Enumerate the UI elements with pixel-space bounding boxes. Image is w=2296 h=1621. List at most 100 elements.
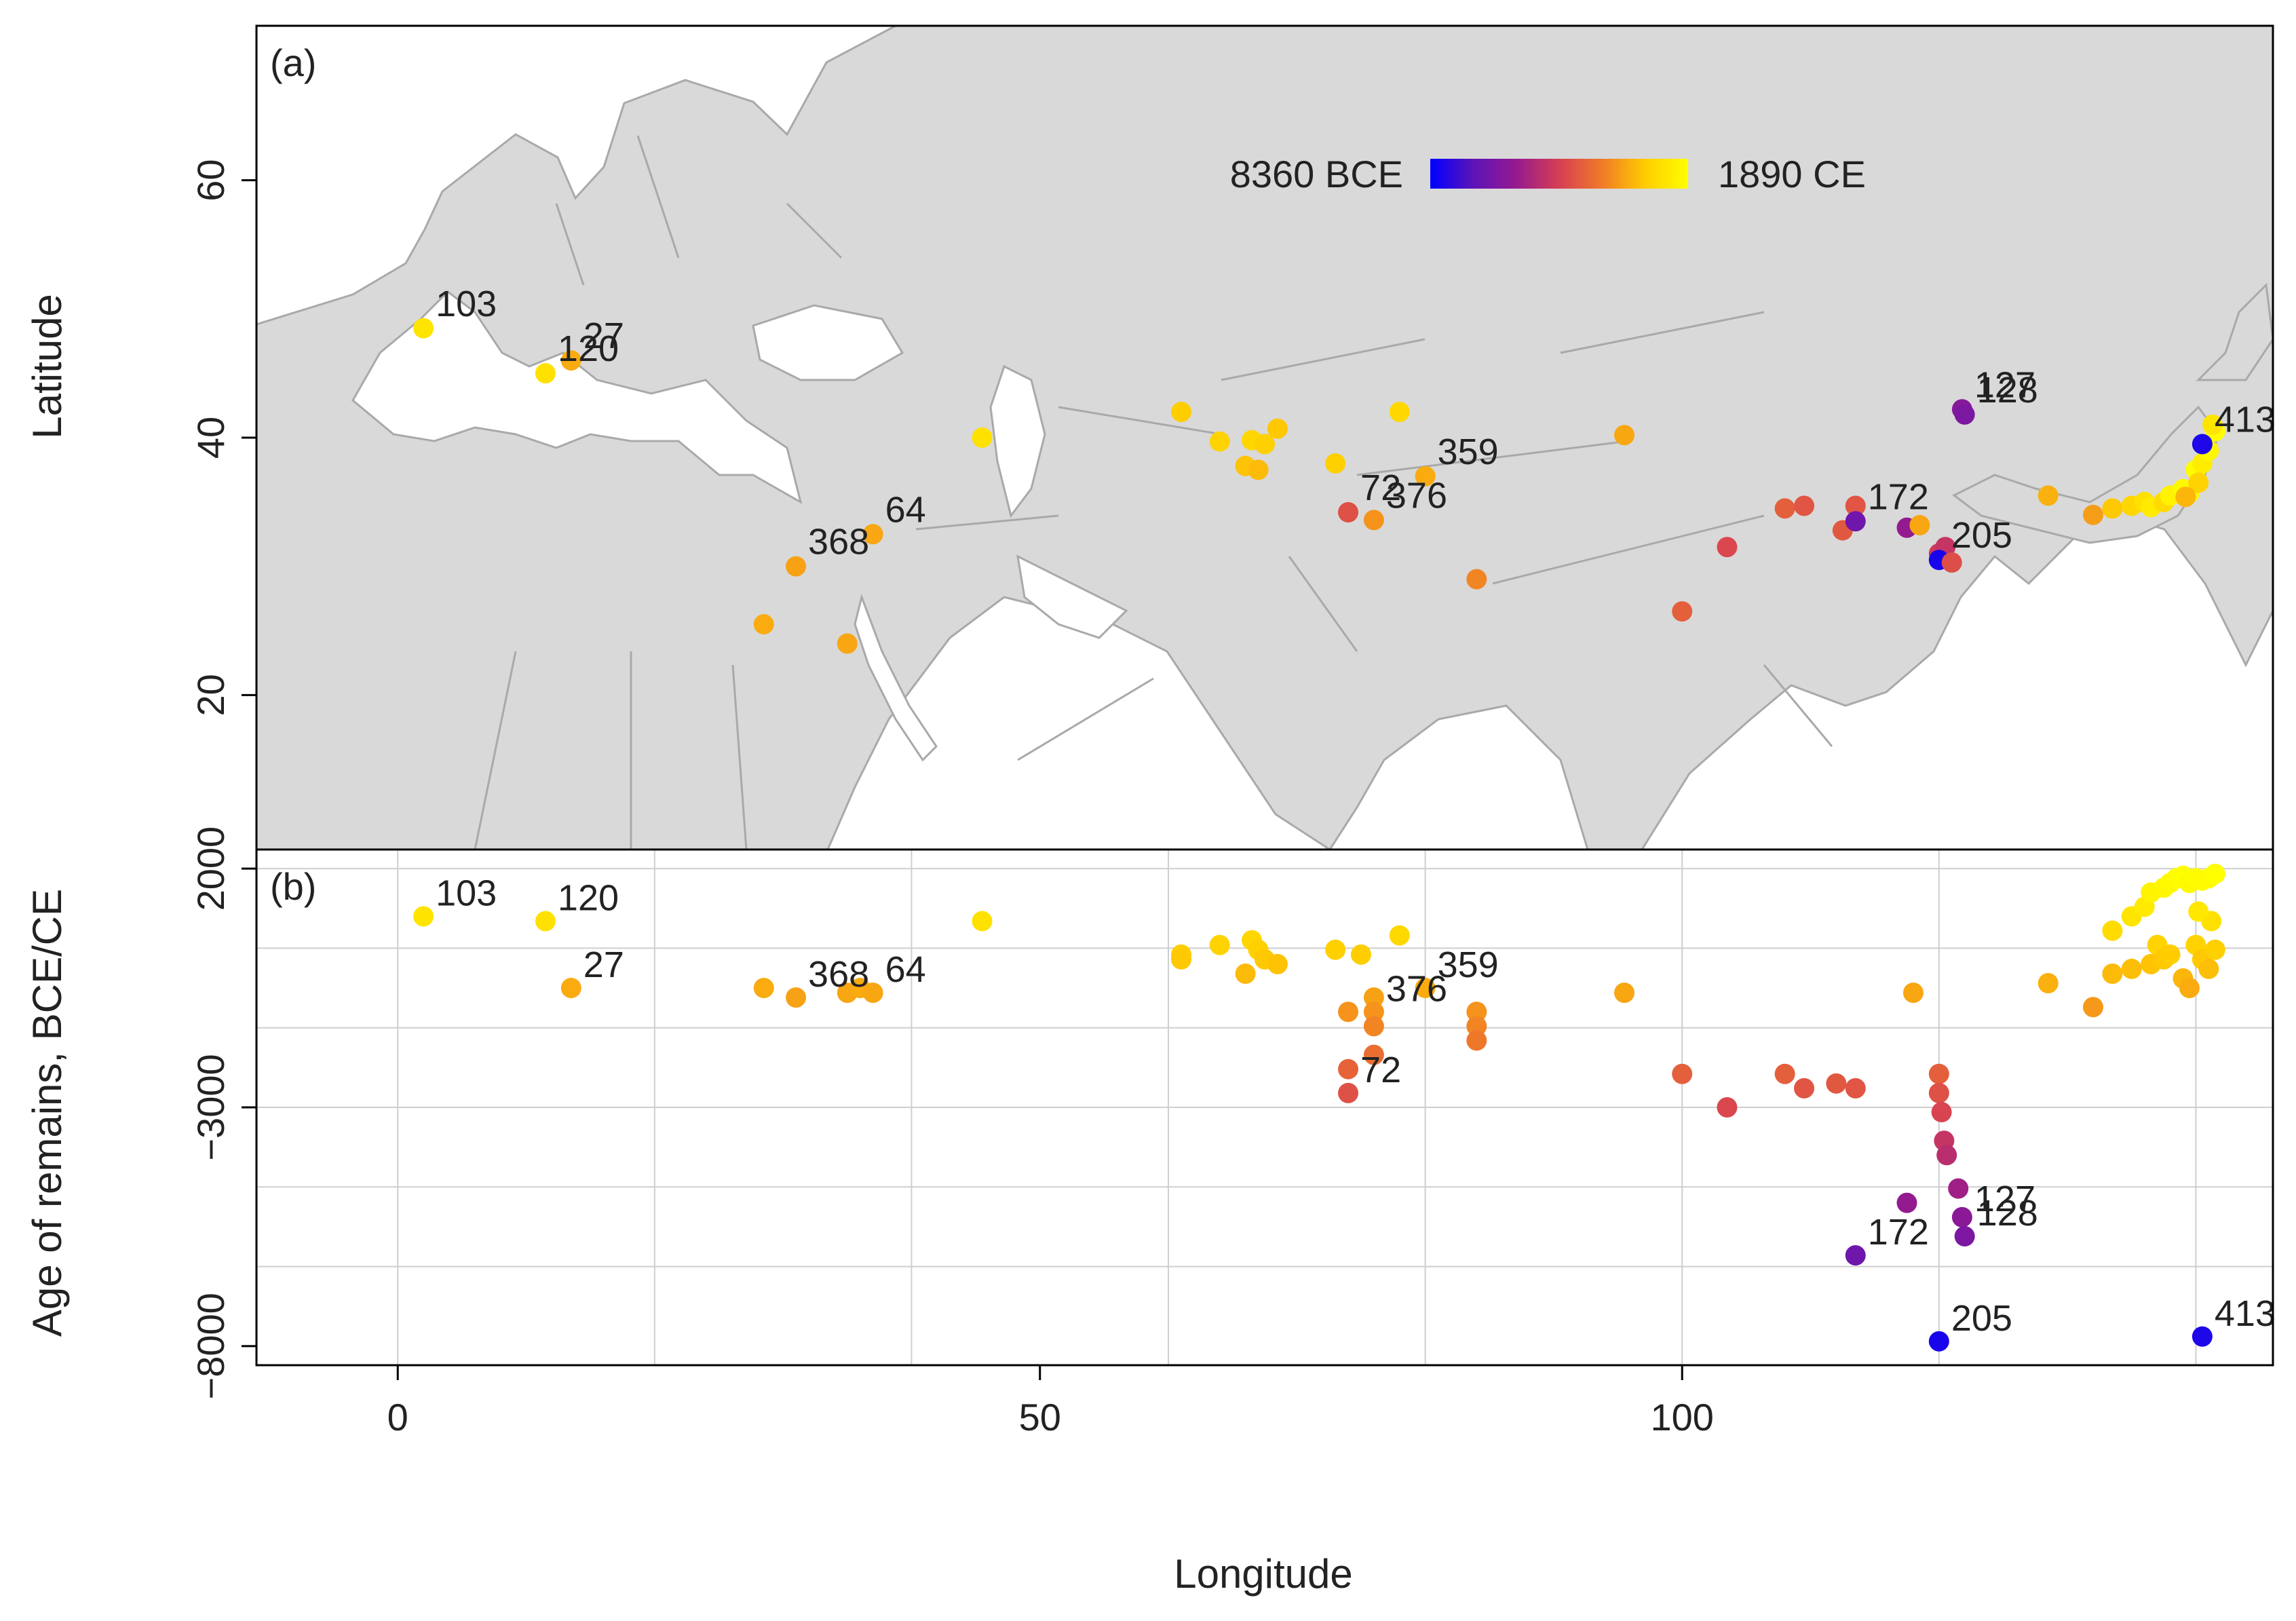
- panel-a-y-tick-label: 60: [189, 159, 232, 201]
- age-point-label: 27: [583, 945, 624, 985]
- age-point-label: 120: [558, 878, 619, 919]
- map-point: [1389, 402, 1410, 423]
- map-point: [1255, 434, 1275, 455]
- map-point-label: 376: [1386, 475, 1447, 516]
- panel-b-label: (b): [270, 865, 316, 908]
- map-point: [1941, 552, 1962, 573]
- map-point: [1466, 569, 1487, 590]
- x-tick-label: 0: [387, 1396, 408, 1438]
- age-point: [1672, 1063, 1693, 1084]
- age-point: [1363, 1002, 1384, 1023]
- age-point: [1466, 1002, 1487, 1023]
- map-point-label: 127: [1974, 364, 2035, 405]
- age-point: [1928, 1331, 1949, 1352]
- age-point: [972, 911, 993, 932]
- panel-b-y-label: Age of remains, BCE/CE: [24, 889, 70, 1337]
- age-point: [2204, 863, 2225, 884]
- age-point: [413, 906, 434, 927]
- map-point-label: 64: [885, 489, 926, 530]
- age-point: [1951, 1206, 1972, 1227]
- map-point: [1954, 404, 1975, 425]
- age-point: [1325, 939, 1346, 960]
- age-point: [1845, 1245, 1866, 1266]
- age-point-label: 128: [1977, 1193, 2038, 1234]
- age-point: [1466, 1016, 1487, 1037]
- age-point: [1936, 1145, 1957, 1166]
- map-point: [1614, 425, 1635, 446]
- age-point: [1338, 1059, 1359, 1080]
- panel-a-y-tick-label: 20: [189, 674, 232, 716]
- map-point: [753, 614, 774, 635]
- age-point: [2082, 997, 2103, 1018]
- age-point: [1948, 1178, 1969, 1199]
- age-point: [2204, 939, 2225, 960]
- map-point: [1717, 537, 1738, 558]
- panel-b-y-axis: 2000 −3000 −8000: [189, 826, 256, 1399]
- map-point: [862, 524, 883, 545]
- age-point: [2102, 963, 2123, 984]
- age-point: [1614, 983, 1635, 1004]
- map-point: [972, 427, 993, 448]
- age-point: [1350, 944, 1371, 965]
- map-point: [1267, 418, 1288, 439]
- map-point: [786, 556, 807, 577]
- map-point-label: 172: [1868, 476, 1929, 517]
- map-point: [2188, 472, 2209, 493]
- map-point-label: 359: [1438, 432, 1499, 472]
- age-point: [2121, 958, 2142, 979]
- age-point-label: 205: [1951, 1298, 2012, 1339]
- map-point: [1845, 495, 1866, 516]
- age-points: [413, 863, 2225, 1352]
- map-point: [1170, 402, 1191, 423]
- age-point-label: 127: [1974, 1179, 2035, 1219]
- age-point: [2102, 920, 2123, 941]
- age-point: [1338, 1002, 1359, 1023]
- panel-b-y-tick-label: −8000: [189, 1293, 232, 1399]
- map-point-label: 103: [436, 284, 497, 324]
- age-point-label: 72: [1360, 1050, 1401, 1090]
- age-point: [753, 978, 774, 999]
- map-point: [1774, 498, 1795, 519]
- age-point: [1389, 925, 1410, 946]
- age-point: [1209, 934, 1230, 955]
- age-point: [1845, 1078, 1866, 1099]
- age-point-label: 64: [885, 949, 926, 990]
- map-point: [837, 633, 858, 654]
- map-point: [1909, 514, 1930, 535]
- age-point: [1931, 1102, 1952, 1123]
- map-point: [1209, 431, 1230, 452]
- panel-b-y-tick-label: 2000: [189, 826, 232, 911]
- age-point: [1170, 949, 1191, 970]
- map-point-label: 413: [2215, 399, 2276, 440]
- age-point: [1928, 1063, 1949, 1084]
- age-point: [1717, 1097, 1738, 1118]
- x-tick-label: 100: [1651, 1396, 1714, 1438]
- map-point-label: 205: [1951, 515, 2012, 556]
- map-point: [1794, 495, 1815, 516]
- age-colorbar: 8360 BCE 1890 CE: [1230, 153, 1866, 195]
- age-point: [535, 911, 556, 932]
- age-point: [2037, 973, 2059, 994]
- age-point: [2179, 978, 2200, 999]
- panel-b-x-axis: 0 50 100: [387, 1365, 1714, 1438]
- panel-a-y-axis: 20 40 60: [189, 159, 256, 717]
- map-point: [2175, 487, 2196, 508]
- age-point-label: 413: [2215, 1293, 2276, 1334]
- age-point: [2192, 1326, 2213, 1347]
- map-point: [1672, 601, 1693, 622]
- age-point: [1826, 1073, 1847, 1094]
- panel-a-label: (a): [270, 41, 316, 84]
- map-point: [2192, 434, 2213, 455]
- age-point-label: 359: [1438, 945, 1499, 985]
- age-point: [786, 987, 807, 1008]
- age-point-label: 103: [436, 873, 497, 914]
- age-point: [1338, 1082, 1359, 1103]
- map-point: [2037, 485, 2059, 506]
- age-point-label: 376: [1386, 968, 1447, 1009]
- age-point: [1774, 1063, 1795, 1084]
- age-point: [1363, 987, 1384, 1008]
- map-point: [1325, 453, 1346, 474]
